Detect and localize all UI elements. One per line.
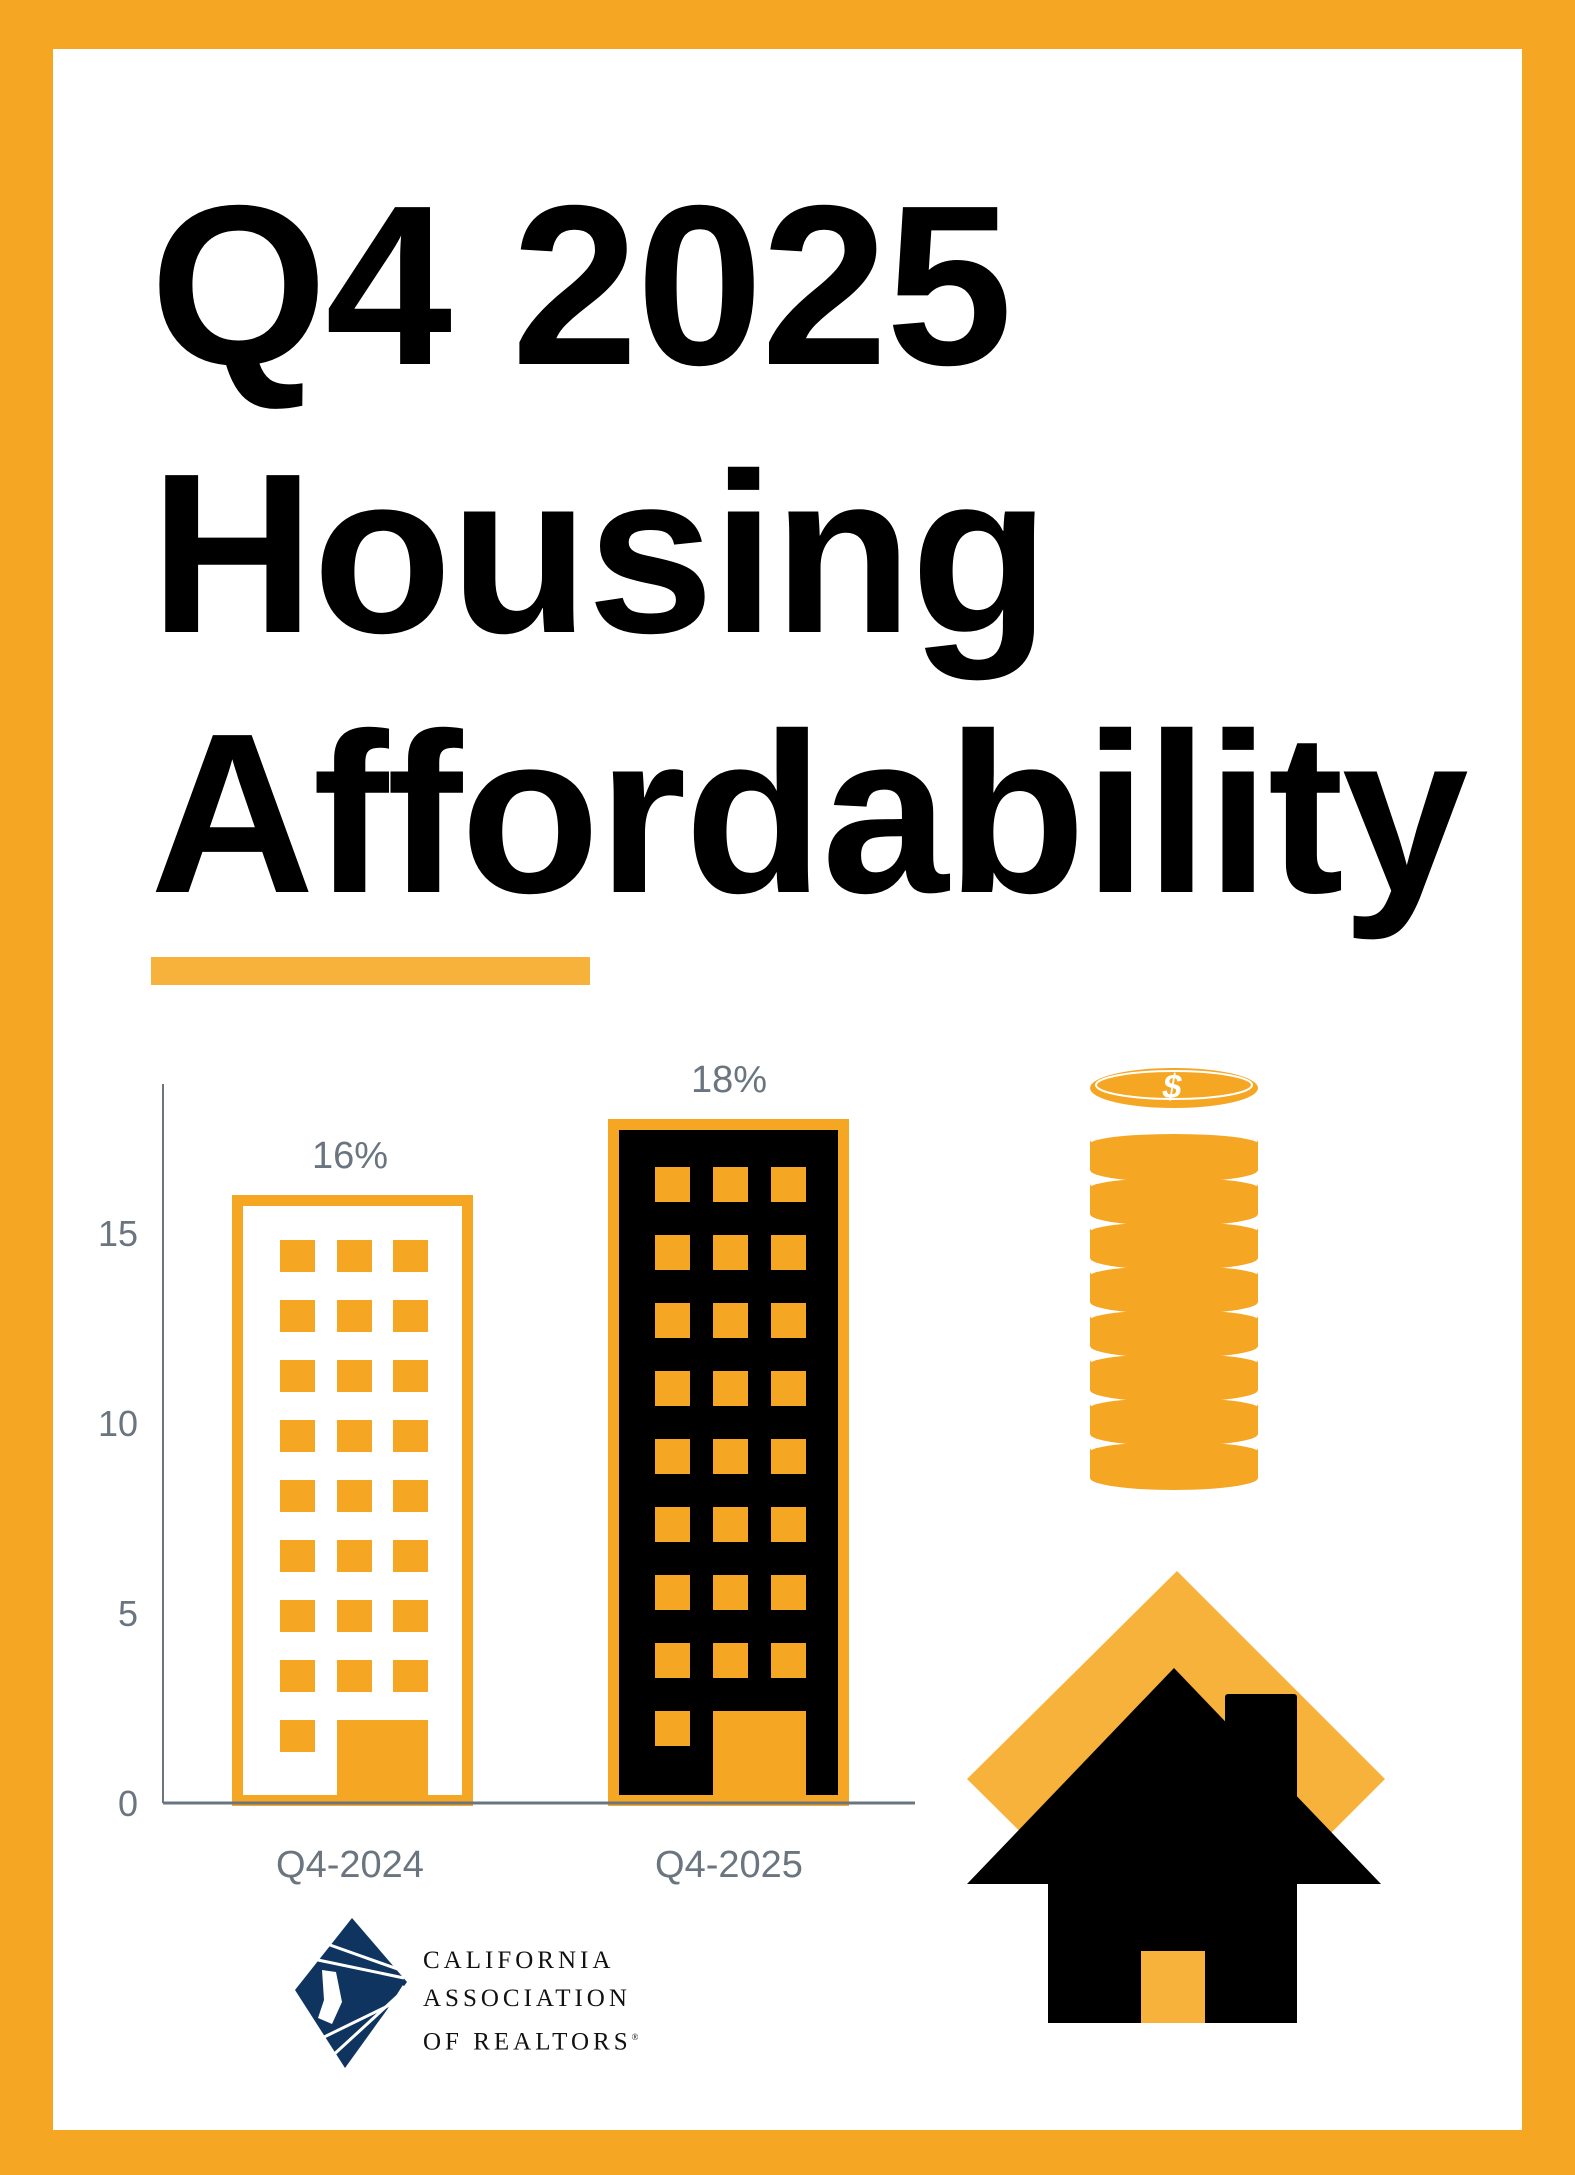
building-window xyxy=(280,1600,315,1632)
building-window xyxy=(337,1420,372,1452)
coin-top xyxy=(1090,1134,1258,1154)
logo-line-3-wrap: OF REALTORS® xyxy=(423,2018,638,2061)
coin-top xyxy=(1090,1442,1258,1462)
coin-bottom xyxy=(1090,1334,1258,1358)
building-door xyxy=(713,1711,806,1798)
coin-top xyxy=(1090,1398,1258,1418)
coin-top xyxy=(1090,1310,1258,1330)
building-window xyxy=(713,1167,748,1202)
house-door xyxy=(1141,1951,1205,2023)
building-window xyxy=(337,1300,372,1332)
y-tick-label: 15 xyxy=(98,1213,138,1254)
building-window xyxy=(280,1720,315,1752)
building-window xyxy=(393,1420,428,1452)
bar-building-q4-2024 xyxy=(232,1195,473,1806)
building-window xyxy=(337,1600,372,1632)
logo-line-2: ASSOCIATION xyxy=(423,1985,631,2012)
y-tick-label: 10 xyxy=(98,1403,138,1444)
y-tick-label: 0 xyxy=(118,1783,138,1824)
building-window xyxy=(280,1300,315,1332)
building-window xyxy=(393,1540,428,1572)
building-window xyxy=(713,1235,748,1270)
data-label-q4-2024: 16% xyxy=(312,1135,388,1177)
building-window xyxy=(655,1575,690,1610)
title-underline xyxy=(151,957,590,985)
registered-mark: ® xyxy=(631,2032,639,2042)
title-line-3: Affordability xyxy=(150,687,1469,941)
coin-bottom xyxy=(1090,1378,1258,1402)
building-window xyxy=(713,1575,748,1610)
coin-bottom xyxy=(1090,1290,1258,1314)
building-window xyxy=(771,1235,806,1270)
building-window xyxy=(280,1420,315,1452)
coin-bottom xyxy=(1090,1158,1258,1182)
building-window xyxy=(655,1643,690,1678)
title-line-2: Housing xyxy=(150,427,1050,681)
building-window xyxy=(713,1439,748,1474)
building-window xyxy=(771,1371,806,1406)
building-window xyxy=(280,1480,315,1512)
coin-top xyxy=(1090,1354,1258,1374)
building-window xyxy=(771,1575,806,1610)
building-door xyxy=(337,1720,428,1798)
building-window xyxy=(771,1303,806,1338)
title-line-1: Q4 2025 xyxy=(150,159,1013,413)
coin-top xyxy=(1090,1266,1258,1286)
building-window xyxy=(655,1235,690,1270)
building-window xyxy=(655,1507,690,1542)
building-window xyxy=(393,1360,428,1392)
building-window xyxy=(655,1303,690,1338)
building-window xyxy=(280,1240,315,1272)
coin-stack-dollar-icon: $ xyxy=(1090,1068,1258,1490)
building-window xyxy=(280,1540,315,1572)
building-window xyxy=(713,1303,748,1338)
building-window xyxy=(771,1643,806,1678)
coin-bottom xyxy=(1090,1202,1258,1226)
building-window xyxy=(337,1360,372,1392)
coin-bottom xyxy=(1090,1466,1258,1490)
logo-line-3: OF REALTORS xyxy=(423,2028,632,2056)
data-label-q4-2025: 18% xyxy=(691,1059,767,1101)
building-window xyxy=(393,1240,428,1272)
category-label-q4-2025: Q4-2025 xyxy=(655,1844,803,1886)
building-window xyxy=(771,1439,806,1474)
building-window xyxy=(337,1660,372,1692)
building-window xyxy=(771,1167,806,1202)
building-window xyxy=(655,1167,690,1202)
house-icon xyxy=(967,1571,1385,2023)
y-tick-label: 5 xyxy=(118,1593,138,1634)
building-window xyxy=(337,1240,372,1272)
building-window xyxy=(280,1660,315,1692)
building-window xyxy=(280,1360,315,1392)
car-logo-mark xyxy=(295,1918,407,2069)
building-window xyxy=(713,1371,748,1406)
building-window xyxy=(713,1507,748,1542)
logo-line-1: CALIFORNIA xyxy=(423,1947,615,1974)
building-window xyxy=(655,1711,690,1746)
coin-bottom xyxy=(1090,1246,1258,1270)
building-window xyxy=(655,1371,690,1406)
coin-top xyxy=(1090,1178,1258,1198)
category-label-q4-2024: Q4-2024 xyxy=(276,1844,424,1886)
coin-top xyxy=(1090,1222,1258,1242)
building-window xyxy=(337,1540,372,1572)
building-window xyxy=(393,1480,428,1512)
car-logo-text: CALIFORNIA ASSOCIATION OF REALTORS® xyxy=(423,1942,638,2061)
coin-bottom xyxy=(1090,1422,1258,1446)
building-window xyxy=(337,1480,372,1512)
building-window xyxy=(393,1600,428,1632)
bar-building-q4-2025 xyxy=(608,1119,849,1806)
building-window xyxy=(393,1300,428,1332)
building-window xyxy=(393,1660,428,1692)
building-window xyxy=(713,1643,748,1678)
building-window xyxy=(655,1439,690,1474)
building-window xyxy=(771,1507,806,1542)
